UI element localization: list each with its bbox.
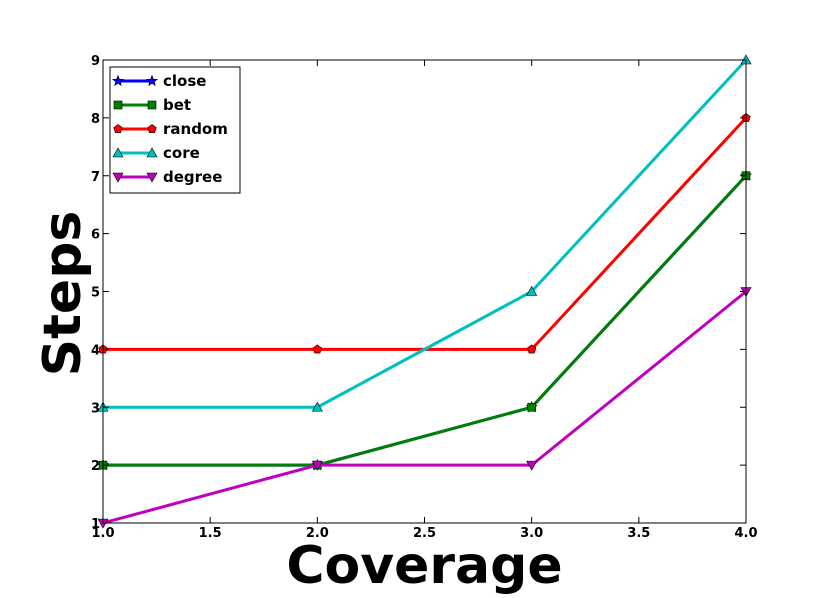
legend-marker	[146, 147, 158, 158]
legend-label: close	[163, 72, 206, 90]
legend-marker	[111, 74, 125, 87]
y-tick-label: 7	[91, 170, 100, 185]
data-point-random	[312, 344, 322, 354]
legend-marker	[145, 74, 159, 87]
y-tick-label: 2	[91, 459, 100, 474]
x-tick-label: 3.0	[520, 526, 543, 541]
series-line-close	[103, 174, 748, 467]
x-tick-label: 2.0	[306, 526, 329, 541]
x-tick-label: 1.5	[199, 526, 222, 541]
legend-label: random	[163, 120, 228, 138]
legend-item-bet: bet	[113, 96, 191, 114]
legend-label: degree	[163, 168, 222, 186]
legend-item-close: close	[111, 72, 206, 90]
series-bet	[98, 171, 751, 470]
series-line-degree	[102, 290, 747, 525]
legend: close bet random core degree	[109, 66, 241, 194]
y-tick-label: 3	[91, 401, 100, 416]
y-tick-label: 6	[91, 228, 100, 243]
legend-marker	[112, 172, 124, 183]
legend-label: bet	[163, 96, 191, 114]
y-axis-title: Steps	[33, 211, 93, 377]
series-degree	[97, 287, 752, 529]
y-tick-label: 1	[91, 517, 100, 532]
legend-marker	[112, 147, 124, 158]
legend-marker	[147, 124, 157, 133]
data-point-degree	[311, 460, 323, 471]
series-line-bet	[103, 174, 748, 467]
series-close	[96, 169, 753, 471]
legend-marker	[113, 100, 123, 110]
y-tick-label: 5	[91, 286, 100, 301]
legend-label: core	[163, 144, 200, 162]
legend-item-random: random	[113, 120, 228, 138]
data-point-degree	[526, 460, 538, 471]
legend-marker	[113, 124, 123, 133]
legend-item-core: core	[112, 144, 200, 162]
data-point-core	[311, 401, 323, 412]
y-tick-label: 8	[91, 112, 100, 127]
data-point-random	[527, 344, 537, 354]
legend-marker	[147, 100, 157, 110]
x-tick-label: 1.0	[91, 526, 114, 541]
x-tick-label: 3.5	[627, 526, 650, 541]
x-tick-label: 2.5	[413, 526, 436, 541]
ticks-layer: 1.0 1.5 2.0 2.5 3.0 3.5 4.0 1 2 3 4 5 6 7 8 9	[91, 54, 758, 541]
data-point-core	[526, 285, 538, 296]
x-axis-title: Coverage	[286, 536, 562, 596]
x-tick-label: 4.0	[734, 526, 757, 541]
series-line-core	[103, 58, 748, 409]
data-point-bet	[527, 402, 536, 412]
y-tick-label: 4	[91, 343, 100, 358]
y-tick-label: 9	[91, 54, 100, 69]
legend-marker	[146, 172, 158, 183]
legend-item-degree: degree	[112, 168, 222, 186]
